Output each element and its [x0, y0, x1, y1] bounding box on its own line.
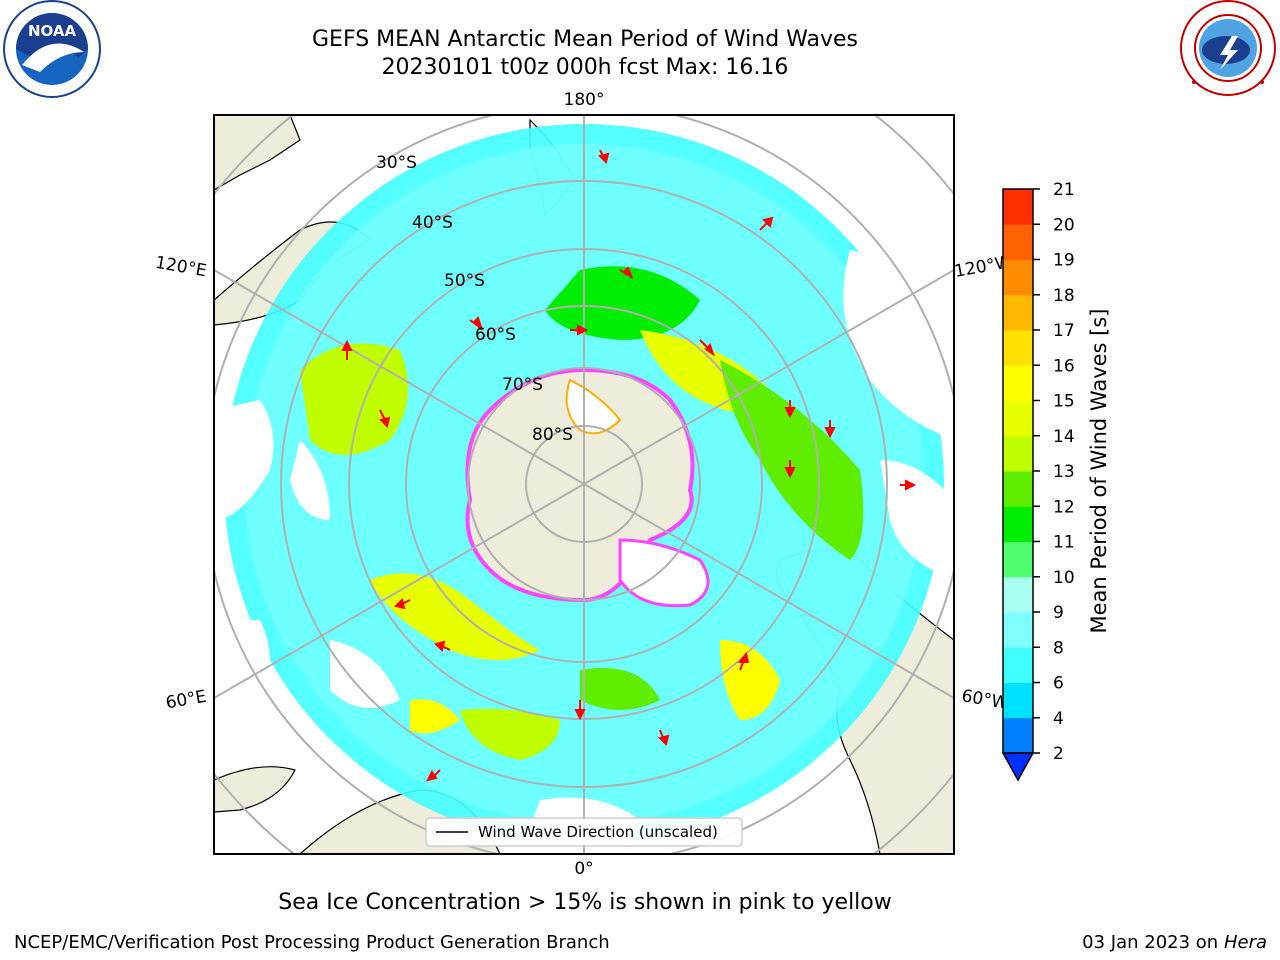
lon-label-120e: 120°E: [154, 253, 208, 282]
noaa-logo-icon: NOAA: [3, 0, 101, 98]
lat-label-80s: 80°S: [532, 425, 573, 445]
lon-label-120w: 120°W: [953, 252, 1014, 282]
lon-label-60e: 60°E: [164, 687, 208, 714]
lon-label-60w: 60°W: [960, 686, 1010, 714]
lat-label-70s: 70°S: [502, 375, 543, 395]
noaa-logo-text: NOAA: [28, 22, 77, 40]
footer-date: 03 Jan 2023 on Hera: [1082, 932, 1267, 953]
nws-logo-icon: [1180, 0, 1276, 96]
footer-machine: Hera: [1223, 932, 1267, 953]
footer-branch: NCEP/EMC/Verification Post Processing Pr…: [14, 932, 610, 953]
graticule: [214, 115, 954, 854]
chart-subtitle: 20230101 t00z 000h fcst Max: 16.16: [381, 55, 789, 80]
sea-ice-caption: Sea Ice Concentration > 15% is shown in …: [278, 890, 892, 915]
lat-label-40s: 40°S: [412, 213, 453, 233]
lat-label-30s: 30°S: [376, 153, 417, 173]
lon-label-180: 180°: [564, 90, 605, 110]
map-legend: Wind Wave Direction (unscaled): [425, 817, 743, 847]
legend-label: Wind Wave Direction (unscaled): [478, 823, 718, 841]
no-data-regions: [214, 250, 954, 854]
chart-title: GEFS MEAN Antarctic Mean Period of Wind …: [312, 27, 858, 52]
lat-label-50s: 50°S: [444, 271, 485, 291]
lat-label-60s: 60°S: [475, 325, 516, 345]
lon-label-0: 0°: [574, 859, 593, 879]
wind-wave-arrows: [341, 149, 917, 782]
footer-date-text: 03 Jan 2023 on: [1082, 932, 1224, 953]
map-border: [213, 114, 955, 855]
